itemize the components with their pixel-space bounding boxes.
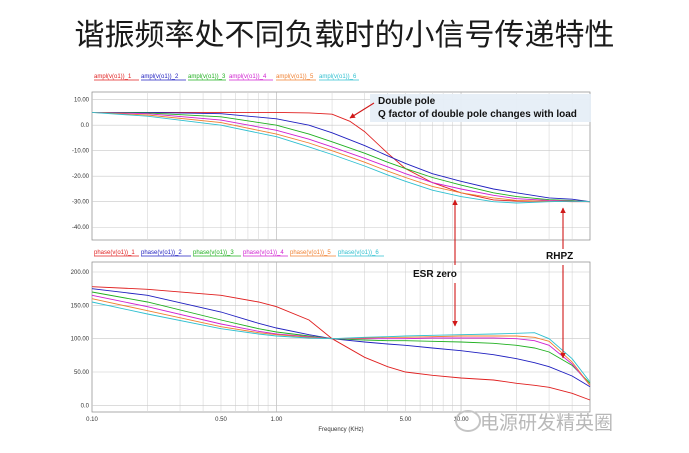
series-line-5	[91, 111, 591, 203]
x-tick-label: 1.00	[271, 417, 283, 423]
watermark: 电源研发精英圈	[480, 412, 614, 434]
series-line-3	[91, 111, 591, 203]
legend-entry-3: phase(v(o1))_3	[193, 250, 234, 256]
x-axis-label: Frequency (KHz)	[318, 427, 363, 433]
legend-entry-4: phase(v(o1))_4	[243, 250, 284, 256]
series-line-4	[91, 294, 591, 386]
series-line-5	[91, 298, 591, 386]
y-tick-label: 0.0	[81, 123, 90, 129]
annotation-double-pole: Double pole	[378, 96, 436, 107]
legend-entry-4: ampl(v(o1))_4	[229, 74, 267, 80]
legend-entry-3: ampl(v(o1))_3	[188, 74, 226, 80]
legend-entry-5: phase(v(o1))_5	[290, 250, 331, 256]
annotation-esr-zero: ESR zero	[413, 269, 457, 280]
plot-panel-2: 200.00 150.00 100.00 50.00 0.0 0.10 0.50 1.00 5.…	[71, 250, 591, 433]
series-line-1	[91, 286, 591, 401]
annotation-q-factor: Q factor of double pole changes with loa…	[378, 109, 577, 120]
slide-title: 谐振频率处不同负载时的小信号传递特性	[74, 18, 615, 53]
plot-area	[91, 261, 591, 413]
legend-entry-2: phase(v(o1))_2	[141, 250, 182, 256]
y-tick-label: 200.00	[71, 270, 90, 276]
legend-entry-6: phase(v(o1))_6	[338, 250, 379, 256]
y-tick-label: -20.00	[72, 174, 90, 180]
y-tick-label: 150.00	[71, 303, 90, 309]
annotations: Double pole Q factor of double pole chang…	[349, 94, 591, 359]
legend-entry-5: ampl(v(o1))_5	[276, 74, 314, 80]
series-line-6	[91, 301, 591, 383]
annotation-box	[370, 94, 591, 122]
x-tick-label: 0.50	[215, 417, 227, 423]
x-tick-label: 0.10	[86, 417, 98, 423]
y-tick-label: -40.00	[72, 225, 90, 231]
series-line-2	[92, 111, 591, 203]
y-tick-label: 10.00	[74, 98, 90, 104]
y-tick-label: -30.00	[72, 200, 90, 206]
arrow-double-pole	[349, 102, 375, 119]
legend-entry-1: ampl(v(o1))_1	[94, 74, 132, 80]
series-line-3	[91, 291, 591, 384]
y-tick-label: 100.00	[71, 337, 90, 343]
y-tick-label: 0.0	[81, 403, 90, 409]
annotation-rhpz: RHPZ	[546, 251, 573, 262]
series-line-2	[91, 288, 591, 388]
wechat-icon	[455, 410, 481, 432]
y-tick-label: 50.00	[74, 370, 90, 376]
series-line-4	[91, 111, 591, 203]
legend-entry-2: ampl(v(o1))_2	[141, 74, 179, 80]
series-line-6	[91, 111, 591, 204]
legend-entry-6: ampl(v(o1))_6	[319, 74, 357, 80]
y-tick-label: -10.00	[72, 149, 90, 155]
legend-entry-1: phase(v(o1))_1	[94, 250, 135, 256]
x-tick-label: 5.00	[400, 417, 412, 423]
